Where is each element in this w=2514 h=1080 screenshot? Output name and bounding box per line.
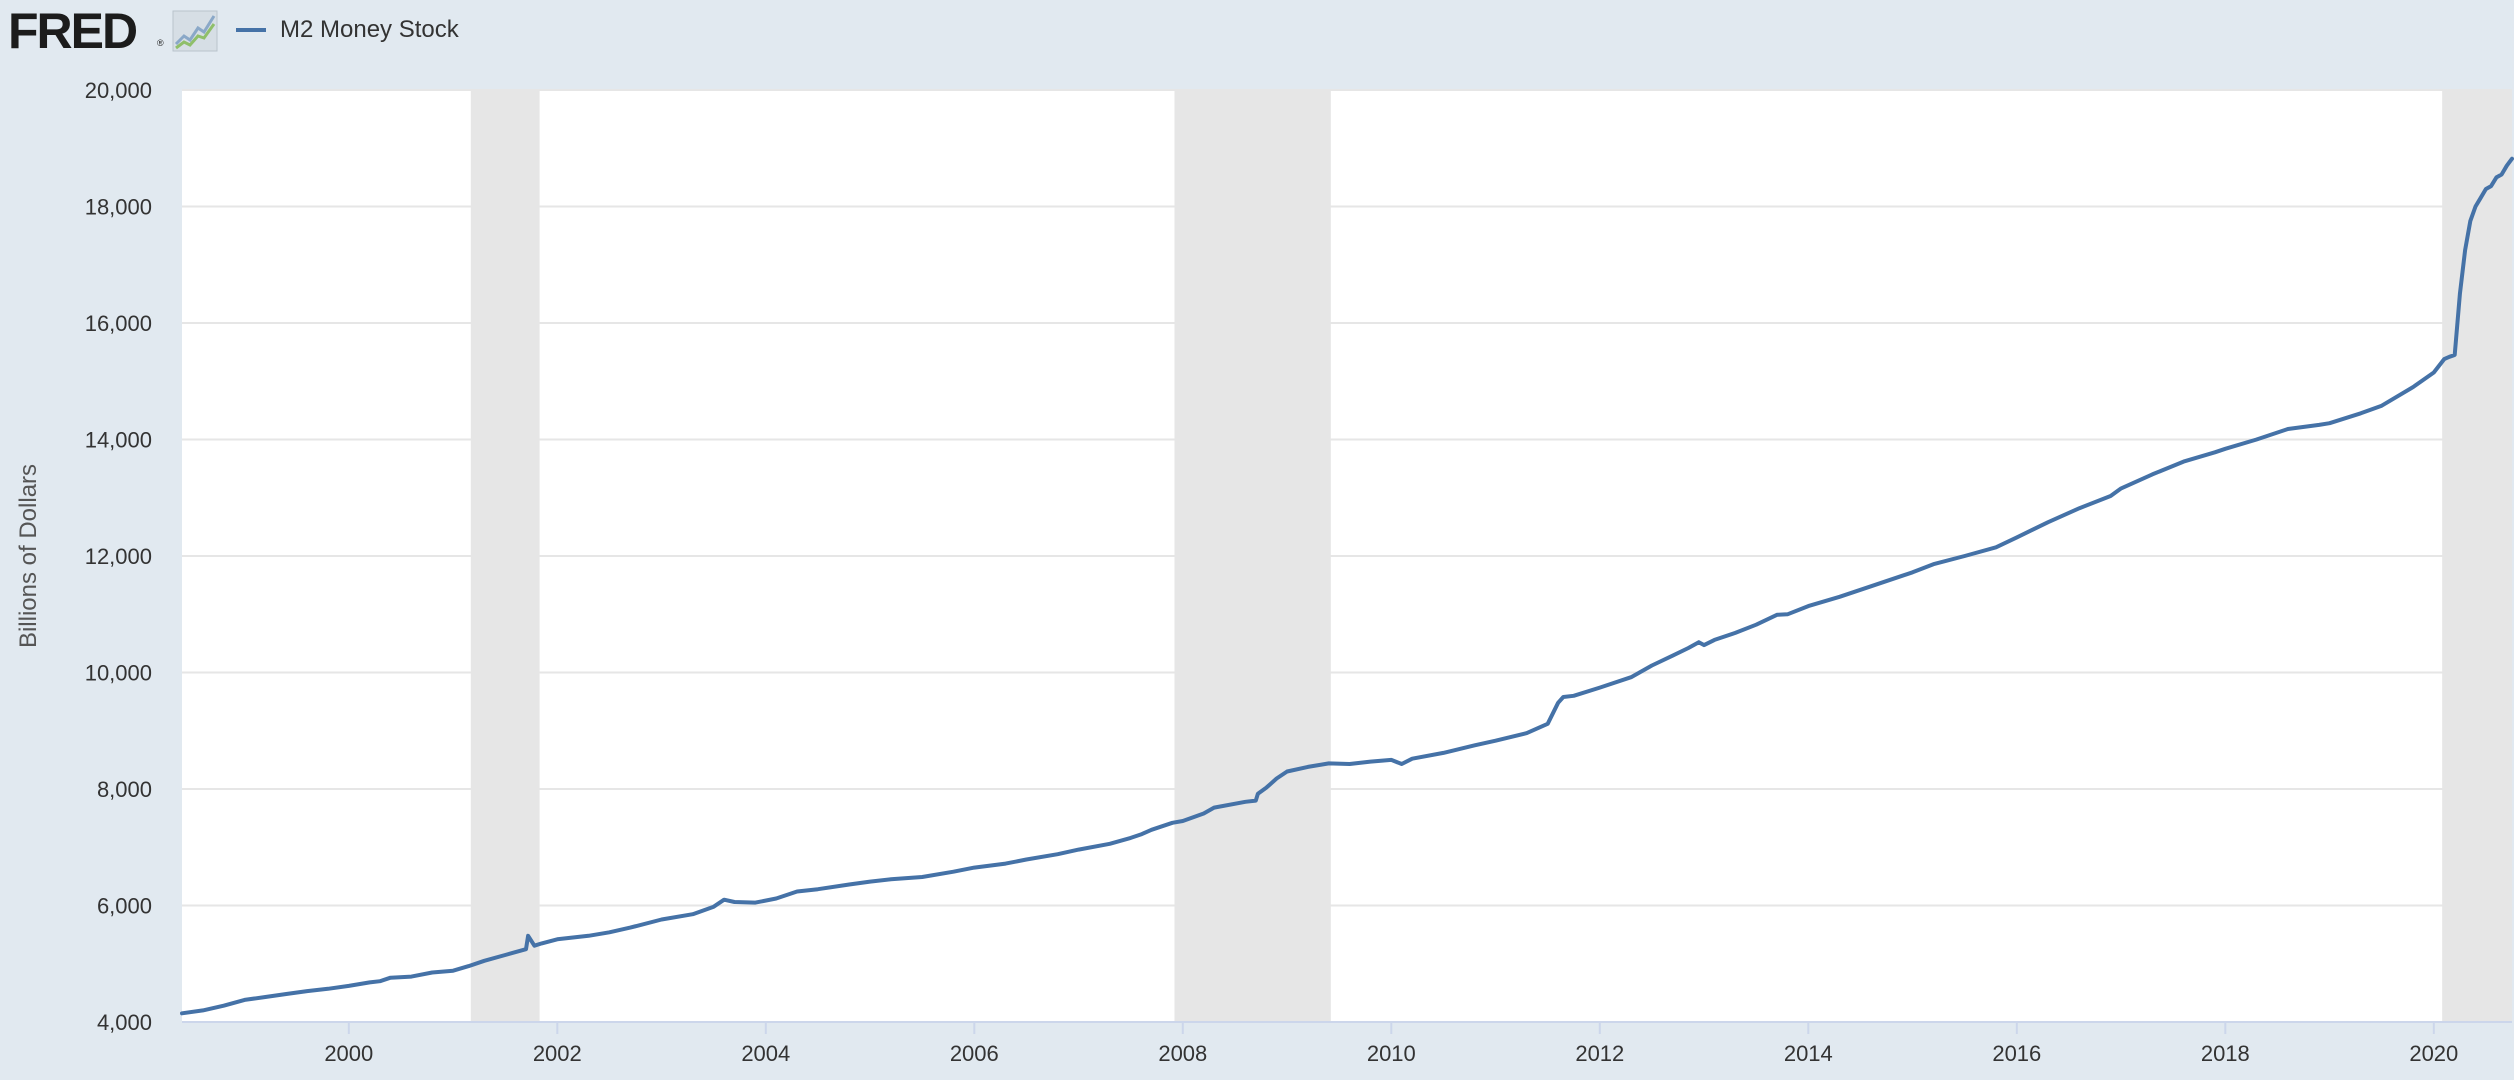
y-tick-label: 16,000 [85, 311, 152, 336]
y-tick-label: 4,000 [97, 1010, 152, 1035]
x-tick-label: 2010 [1367, 1041, 1416, 1066]
x-tick-label: 2016 [1992, 1041, 2041, 1066]
x-tick-label: 2002 [533, 1041, 582, 1066]
legend-series-label: M2 Money Stock [280, 16, 459, 43]
y-tick-label: 20,000 [85, 78, 152, 103]
chart-icon[interactable] [172, 10, 218, 52]
x-tick-label: 2000 [324, 1041, 373, 1066]
y-tick-label: 14,000 [85, 428, 152, 453]
x-tick-label: 2014 [1784, 1041, 1833, 1066]
y-axis-title: Billions of Dollars [15, 464, 42, 648]
series-layer [180, 156, 2514, 1016]
x-tick-label: 2006 [950, 1041, 999, 1066]
y-tick-label: 8,000 [97, 777, 152, 802]
chart-header: FRED ® M2 Money Stock [0, 0, 2514, 60]
x-tick-label: 2008 [1158, 1041, 1207, 1066]
gridlines [182, 89, 2512, 907]
chart-legend[interactable]: M2 Money Stock [236, 14, 459, 46]
fred-logo[interactable]: FRED [8, 3, 138, 59]
x-tick-label: 2004 [741, 1041, 790, 1066]
series-line-0[interactable] [180, 156, 2514, 1016]
legend-line-swatch [236, 28, 266, 32]
y-tick-label: 6,000 [97, 894, 152, 919]
y-tick-label: 10,000 [85, 661, 152, 686]
x-tick-label: 2012 [1575, 1041, 1624, 1066]
y-tick-label: 12,000 [85, 544, 152, 569]
x-tick-label: 2020 [2409, 1041, 2458, 1066]
x-axis-ticks: 2000 2002 2004 2006 2008 2010 2012 2014 2016 2018… [324, 1022, 2458, 1066]
y-tick-label: 18,000 [85, 195, 152, 220]
y-axis-ticks: 4,000 6,000 8,000 10,000 12,000 14,000 16,000 1… [85, 78, 152, 1035]
x-tick-label: 2018 [2201, 1041, 2250, 1066]
fred-logo-registered-mark: ® [157, 38, 164, 48]
